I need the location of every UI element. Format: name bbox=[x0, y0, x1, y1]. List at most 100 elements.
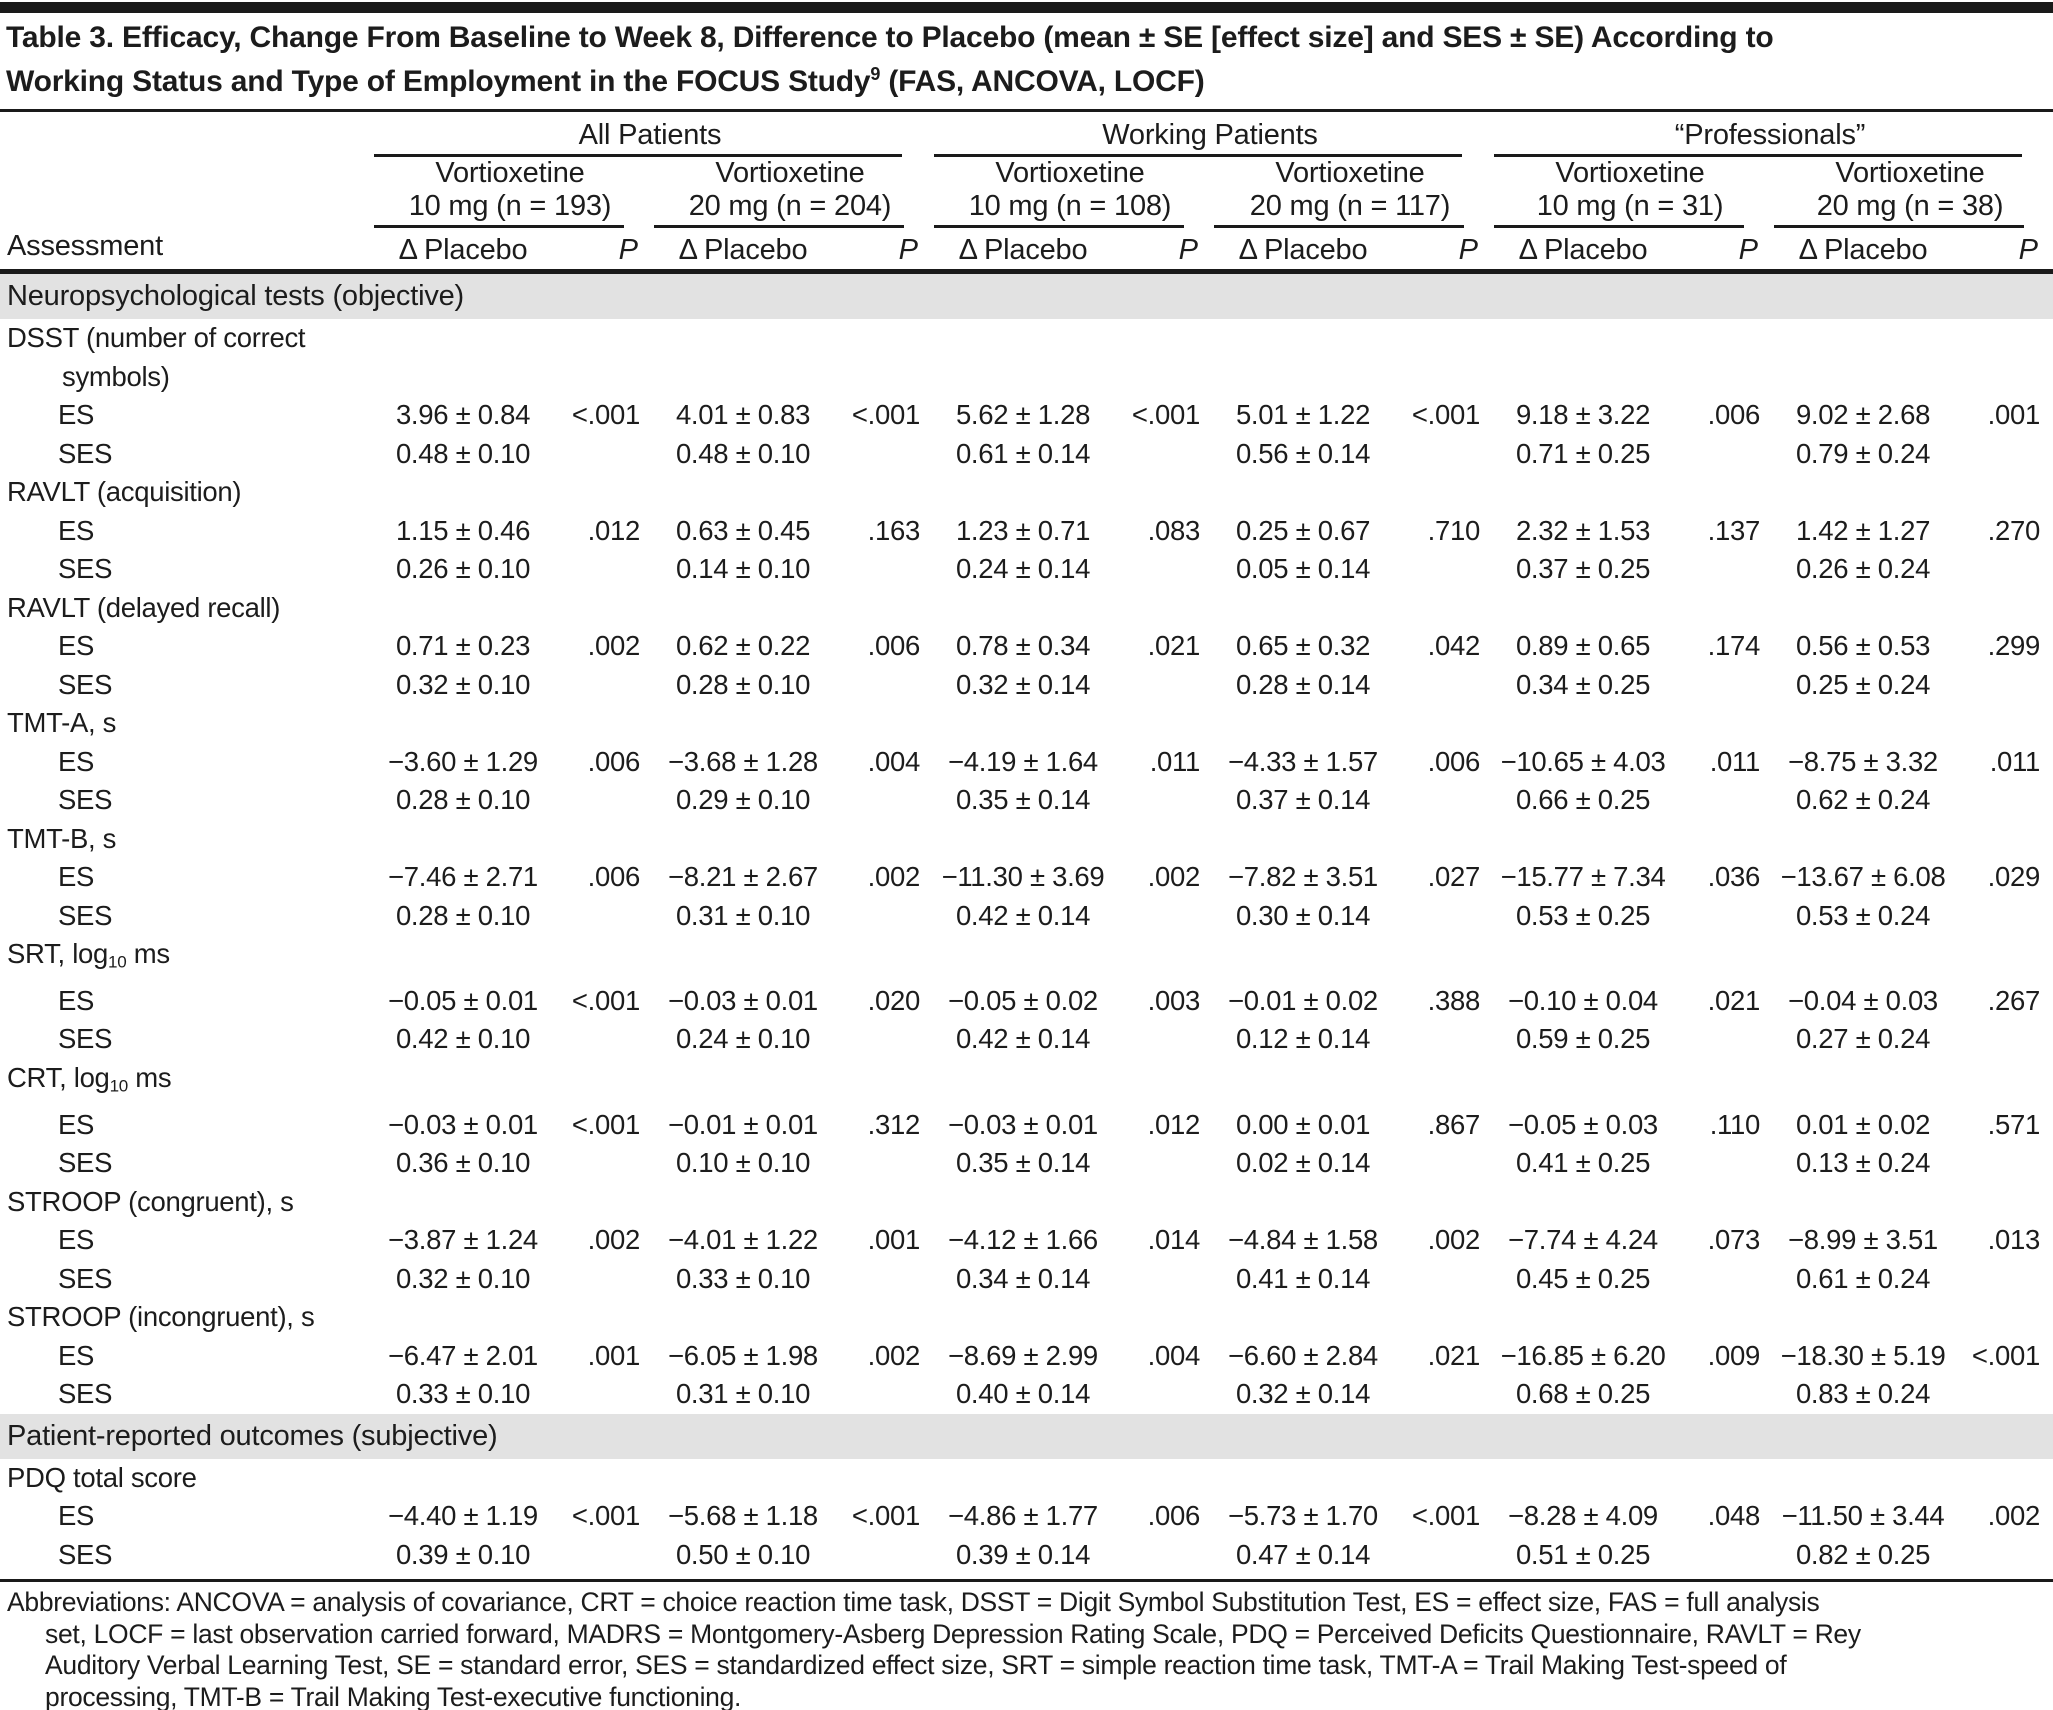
p-value-cell bbox=[1956, 550, 2050, 589]
p-value-cell bbox=[836, 897, 930, 936]
es-row: ES −4.40 ± 1.19 <.001 −5.68 ± 1.18 <.001 −4.8… bbox=[0, 1497, 2053, 1536]
es-value-cell: −0.04 ± 0.03 bbox=[1788, 984, 1938, 1016]
p-value-cell: .021 bbox=[1707, 984, 1761, 1016]
es-row-label: ES bbox=[58, 745, 95, 777]
ses-value-cell: 0.28 ± 0.14 bbox=[1235, 668, 1371, 700]
es-row-label: ES bbox=[58, 514, 95, 546]
ses-value-cell: 0.37 ± 0.25 bbox=[1515, 553, 1651, 584]
es-value-cell: −11.50 ± 3.44 bbox=[1781, 1500, 1945, 1531]
column-labels: Δ Placebo P bbox=[1210, 228, 1490, 269]
p-value-cell: .011 bbox=[1149, 745, 1201, 777]
assessment-name: PDQ total score bbox=[0, 1459, 370, 1498]
ses-value-cell: 0.13 ± 0.24 bbox=[1795, 1147, 1931, 1178]
name-text: ms bbox=[126, 938, 170, 969]
ses-value-cell: 0.30 ± 0.14 bbox=[1235, 899, 1371, 931]
p-value-cell bbox=[1956, 781, 2050, 820]
ses-value-cell: 0.41 ± 0.14 bbox=[1235, 1262, 1371, 1294]
es-value-cell: −7.46 ± 2.71 bbox=[388, 861, 538, 892]
group-name: “Professionals” bbox=[1674, 119, 1866, 151]
ses-value-cell: 0.53 ± 0.24 bbox=[1795, 899, 1931, 931]
p-value-cell bbox=[1956, 897, 2050, 936]
es-value-cell: −0.05 ± 0.03 bbox=[1508, 1108, 1658, 1140]
p-value-cell: .073 bbox=[1707, 1224, 1761, 1255]
es-value-cell: −0.10 ± 0.04 bbox=[1508, 984, 1658, 1016]
dose-column: Vortioxetine 20 mg (n = 204) Δ Placebo P bbox=[650, 157, 930, 269]
ses-row: SES 0.32 ± 0.10 0.33 ± 0.10 0.34 ± 0.14 0.41… bbox=[0, 1260, 2053, 1299]
p-value-cell: .002 bbox=[867, 1339, 921, 1371]
p-value-cell bbox=[556, 550, 650, 589]
ses-value-cell: 0.32 ± 0.14 bbox=[1235, 1378, 1371, 1409]
footer-divider-rule bbox=[0, 1579, 2053, 1582]
abbreviations-line: processing, TMT-B = Trail Making Test-ex… bbox=[45, 1681, 742, 1710]
es-value-cell: −6.47 ± 2.01 bbox=[388, 1339, 538, 1371]
es-value-cell: −8.99 ± 3.51 bbox=[1788, 1224, 1938, 1255]
subscript-text: 10 bbox=[108, 952, 127, 972]
es-value-cell: 2.32 ± 1.53 bbox=[1515, 514, 1651, 546]
es-row: ES 0.71 ± 0.23 .002 0.62 ± 0.22 .006 0.78 ± 0… bbox=[0, 627, 2053, 666]
title-line1: Table 3. Efficacy, Change From Baseline … bbox=[6, 21, 1774, 54]
p-value-cell: .036 bbox=[1707, 861, 1761, 892]
es-value-cell: 0.25 ± 0.67 bbox=[1235, 514, 1371, 546]
ses-value-cell: 0.32 ± 0.10 bbox=[395, 1262, 531, 1294]
ses-value-cell: 0.31 ± 0.10 bbox=[675, 1378, 811, 1409]
p-value-cell: .002 bbox=[867, 861, 921, 892]
assessment-row: TMT-B, s bbox=[0, 820, 2053, 859]
p-value-cell: .021 bbox=[1427, 1339, 1481, 1371]
ses-value-cell: 0.02 ± 0.14 bbox=[1235, 1147, 1371, 1178]
p-value-cell bbox=[556, 1020, 650, 1059]
es-row-label: ES bbox=[58, 630, 95, 661]
es-value-cell: 0.78 ± 0.34 bbox=[955, 630, 1091, 661]
name-text: CRT, log bbox=[7, 1061, 110, 1093]
p-value-cell bbox=[1676, 1144, 1770, 1183]
title-divider-rule bbox=[0, 109, 2053, 112]
column-groups: All Patients Vortioxetine 10 mg (n = 193) Δ… bbox=[370, 114, 2050, 269]
name-text: RAVLT (acquisition) bbox=[7, 476, 242, 507]
p-value-cell bbox=[1116, 1536, 1210, 1575]
dose-columns: Vortioxetine 10 mg (n = 108) Δ Placebo P Vor… bbox=[930, 157, 1490, 269]
ses-value-cell: 0.66 ± 0.25 bbox=[1515, 784, 1651, 815]
assessment-column-header: Assessment bbox=[7, 230, 163, 262]
es-value-cell: −0.01 ± 0.02 bbox=[1228, 984, 1378, 1016]
group-underline bbox=[1494, 154, 2022, 157]
p-value-cell bbox=[1116, 666, 1210, 705]
es-value-cell: 9.02 ± 2.68 bbox=[1795, 399, 1931, 430]
p-value-cell bbox=[1396, 550, 1490, 589]
ses-value-cell: 0.79 ± 0.24 bbox=[1795, 437, 1931, 469]
assessment-row: PDQ total score bbox=[0, 1459, 2053, 1498]
ses-value-cell: 0.29 ± 0.10 bbox=[675, 784, 811, 815]
ses-value-cell: 0.37 ± 0.14 bbox=[1235, 784, 1371, 815]
p-value-cell: .012 bbox=[1147, 1108, 1201, 1140]
p-value-cell bbox=[1676, 666, 1770, 705]
es-row-label: ES bbox=[58, 1500, 95, 1531]
assessment-row: RAVLT (acquisition) bbox=[0, 473, 2053, 512]
delta-placebo-header: Δ Placebo bbox=[678, 234, 808, 266]
es-row: ES −0.05 ± 0.01 <.001 −0.03 ± 0.01 .020 −0.05… bbox=[0, 982, 2053, 1021]
p-value-cell: .867 bbox=[1427, 1108, 1481, 1140]
p-value-cell bbox=[1116, 1260, 1210, 1299]
p-value-cell: .006 bbox=[587, 861, 641, 892]
p-value-cell bbox=[836, 1020, 930, 1059]
p-header: P bbox=[2018, 234, 2038, 266]
es-value-cell: −4.01 ± 1.22 bbox=[668, 1224, 818, 1255]
p-value-cell bbox=[1676, 897, 1770, 936]
assessment-row: CRT, log10 ms bbox=[0, 1059, 2053, 1106]
es-value-cell: 4.01 ± 0.83 bbox=[675, 399, 811, 430]
p-value-cell bbox=[556, 666, 650, 705]
p-value-cell bbox=[1116, 550, 1210, 589]
p-value-cell: .299 bbox=[1987, 630, 2041, 661]
ses-value-cell: 0.59 ± 0.25 bbox=[1515, 1023, 1651, 1055]
es-value-cell: −4.19 ± 1.64 bbox=[948, 745, 1098, 777]
dose-underline bbox=[374, 225, 624, 228]
group-underline bbox=[934, 154, 1462, 157]
p-value-cell: .042 bbox=[1427, 630, 1481, 661]
p-value-cell: .001 bbox=[587, 1339, 641, 1371]
p-value-cell: .002 bbox=[1147, 861, 1201, 892]
ses-value-cell: 0.68 ± 0.25 bbox=[1515, 1378, 1651, 1409]
section-header: Neuropsychological tests (objective) bbox=[0, 274, 2053, 319]
p-value-cell: .002 bbox=[587, 630, 641, 661]
drug-name: Vortioxetine bbox=[1835, 157, 1985, 189]
ses-value-cell: 0.35 ± 0.14 bbox=[955, 1147, 1091, 1178]
p-value-cell bbox=[1396, 666, 1490, 705]
column-labels: Δ Placebo P bbox=[650, 228, 930, 269]
abbreviations-line: set, LOCF = last observation carried for… bbox=[45, 1618, 1861, 1649]
